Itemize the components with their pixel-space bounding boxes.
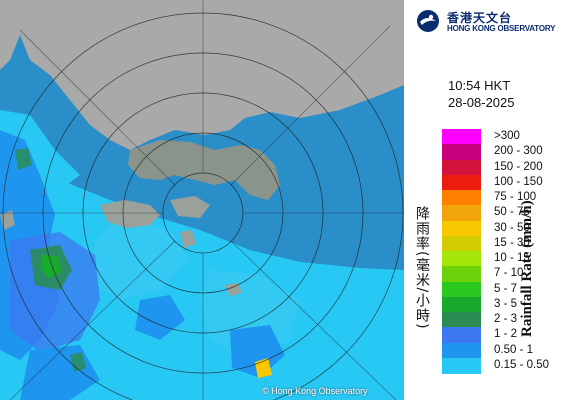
legend-swatch: [442, 129, 481, 145]
legend-panel: 香港天文台 HONG KONG OBSERVATORY 10:54 HKT 28…: [404, 0, 577, 400]
legend-swatch: [442, 235, 481, 252]
legend-label: 7 - 10: [494, 267, 524, 280]
legend-swatch: [442, 296, 481, 313]
legend-label: 5 - 7: [494, 282, 518, 295]
legend-swatch: [442, 357, 481, 374]
organization-name-en: HONG KONG OBSERVATORY: [447, 24, 556, 33]
legend-swatch: [442, 281, 481, 298]
legend-label: 150 - 200: [494, 160, 543, 173]
legend-swatch: [442, 144, 481, 160]
legend-label: >300: [494, 130, 520, 142]
copyright-notice: © Hong Kong Observatory: [262, 386, 368, 396]
legend-label: 15 - 30: [494, 236, 530, 249]
radar-spokes: [0, 0, 404, 400]
legend-swatch: [442, 205, 481, 221]
legend-label: 3 - 5: [494, 297, 518, 310]
legend-swatch: [442, 251, 481, 267]
legend-swatch: [442, 327, 481, 343]
legend-label: 30 - 50: [494, 221, 530, 234]
hko-logo-icon: [417, 10, 439, 32]
hko-logo: 香港天文台 HONG KONG OBSERVATORY: [414, 7, 574, 37]
legend-label: 1 - 2: [494, 328, 518, 341]
legend-swatch: [442, 174, 481, 191]
legend-swatch: [442, 190, 481, 206]
legend-label: 50 - 75: [494, 206, 530, 219]
radar-time: 10:54 HKT: [448, 78, 511, 93]
legend-label: 200 - 300: [494, 145, 543, 158]
legend-label: 10 - 15: [494, 252, 530, 264]
land-masses: [0, 0, 404, 296]
radar-map: © Hong Kong Observatory: [0, 0, 404, 400]
legend-swatch: [442, 312, 481, 328]
legend-swatch: [442, 266, 481, 282]
heavier-rain-echoes: [15, 148, 272, 378]
legend-swatch: [442, 220, 481, 237]
organization-name-zh: 香港天文台: [447, 11, 513, 25]
legend-label: 100 - 150: [494, 175, 543, 188]
legend-label: 2 - 3: [494, 313, 518, 325]
legend-label: 0.50 - 1: [494, 343, 533, 356]
legend-swatch: [442, 159, 481, 176]
legend-title-zh: 降雨率(毫米/小時): [414, 205, 430, 330]
radar-date: 28-08-2025: [448, 95, 515, 110]
legend-swatch: [442, 342, 481, 359]
legend-label: 75 - 100: [494, 191, 537, 203]
legend-label: 0.15 - 0.50: [494, 358, 549, 371]
